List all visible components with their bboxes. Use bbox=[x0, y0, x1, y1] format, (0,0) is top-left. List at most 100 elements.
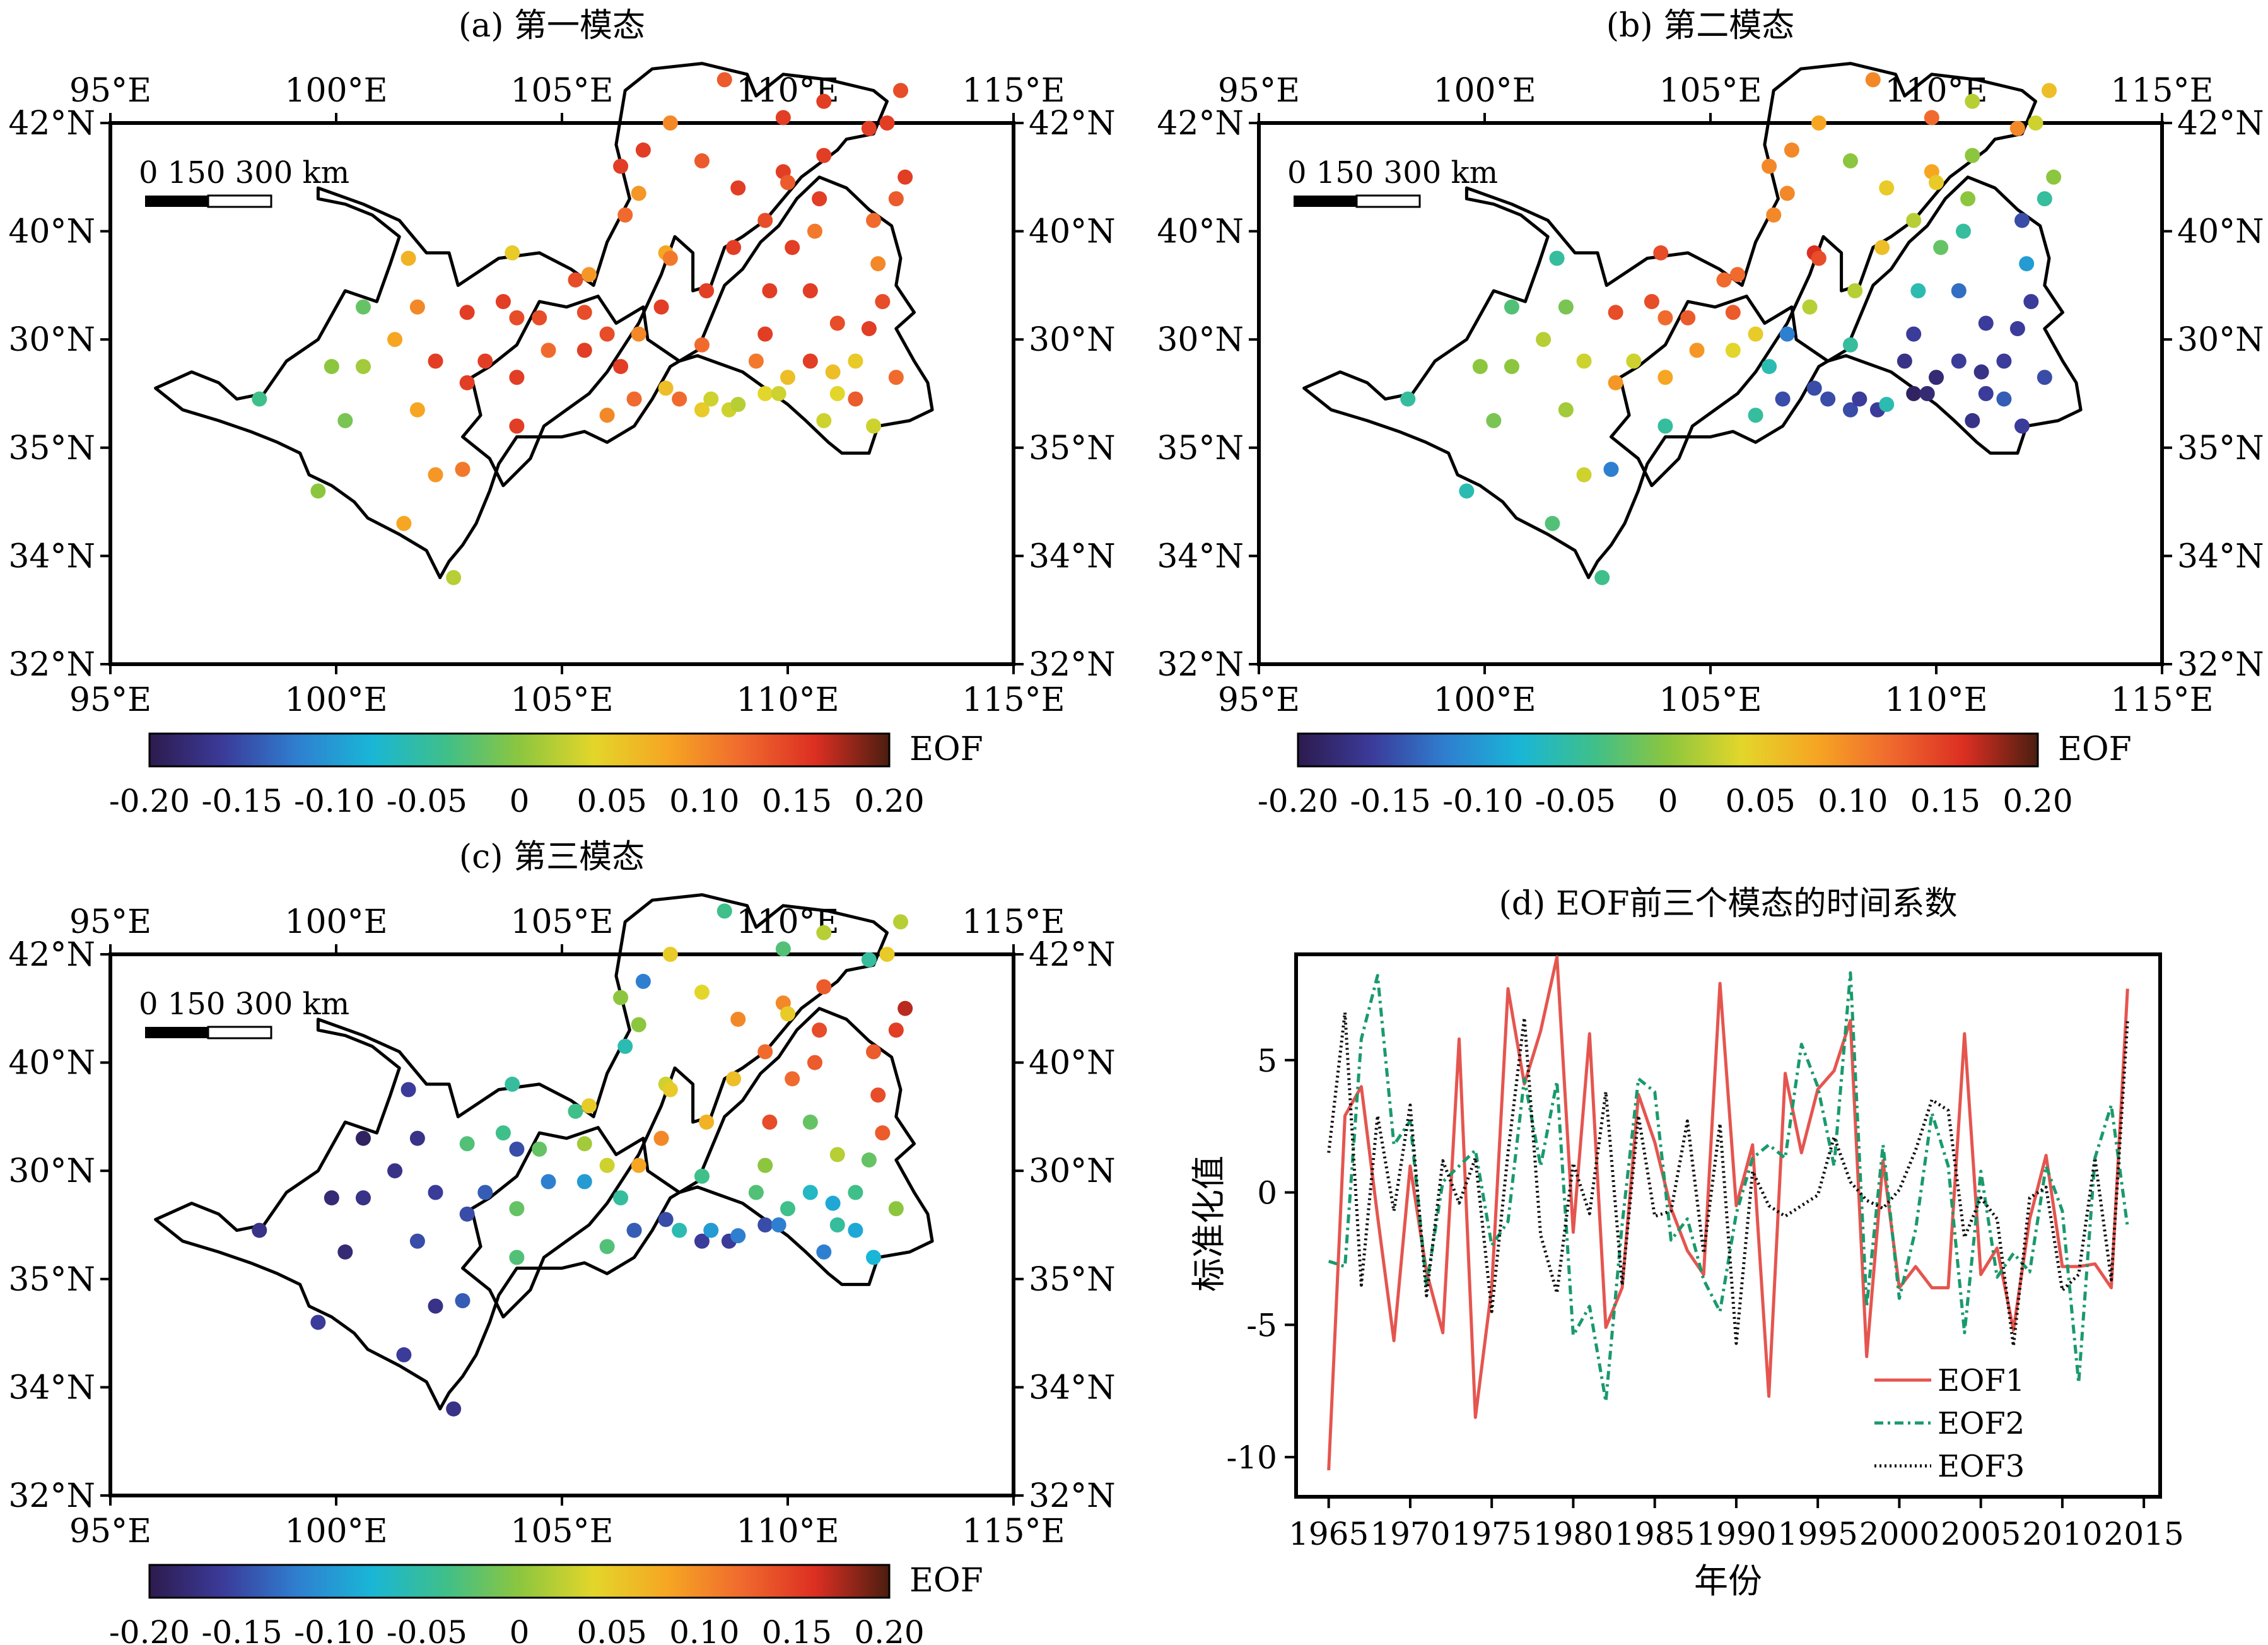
colorbar-tick-label: 0.20 bbox=[2002, 783, 2072, 819]
station-marker bbox=[1879, 180, 1895, 196]
station-marker bbox=[428, 1185, 443, 1200]
lat-label-left: 40°N bbox=[8, 213, 95, 251]
colorbar-label: EOF bbox=[909, 730, 983, 768]
station-marker bbox=[1725, 342, 1741, 358]
colorbar-tick-label: 0.05 bbox=[1725, 783, 1795, 819]
station-marker bbox=[1874, 240, 1890, 255]
station-marker bbox=[626, 1222, 642, 1238]
station-marker bbox=[1955, 223, 1971, 239]
station-marker bbox=[495, 1125, 511, 1141]
station-marker bbox=[1842, 402, 1858, 418]
station-marker bbox=[459, 305, 475, 320]
station-marker bbox=[888, 191, 904, 207]
station-marker bbox=[1978, 386, 1994, 401]
station-marker bbox=[1558, 402, 1574, 418]
station-marker bbox=[771, 386, 786, 401]
x-tick-label: 2005 bbox=[1941, 1516, 2021, 1552]
y-tick-label: 5 bbox=[1257, 1043, 1277, 1079]
station-marker bbox=[1657, 310, 1673, 325]
lon-label-bottom: 110°E bbox=[736, 681, 839, 719]
panel-d-timeseries: (d) EOF前三个模态的时间系数 1965 1970 1975 1980 1985 19… bbox=[1189, 885, 2184, 1601]
station-marker bbox=[653, 1130, 669, 1146]
station-marker bbox=[599, 1239, 615, 1255]
lon-label-top: 115°E bbox=[962, 903, 1065, 941]
station-marker bbox=[1775, 391, 1791, 407]
colorbar-tick-label: -0.05 bbox=[387, 783, 467, 819]
lat-label-right: 34°N bbox=[1029, 1369, 1116, 1407]
panel-b-ticks bbox=[1249, 113, 2172, 674]
chart-legend: EOF1 EOF2 EOF3 bbox=[1874, 1363, 2025, 1484]
lat-label-right: 30°N bbox=[2177, 321, 2264, 359]
station-marker bbox=[757, 213, 773, 228]
station-marker bbox=[888, 1022, 904, 1038]
station-marker bbox=[1558, 299, 1574, 315]
lon-label-bottom: 115°E bbox=[2110, 681, 2213, 719]
station-marker bbox=[355, 299, 371, 315]
colorbar-tick-label: 0.20 bbox=[854, 1614, 924, 1645]
station-marker bbox=[816, 93, 832, 109]
lat-label-left: 35°N bbox=[8, 430, 95, 467]
station-marker bbox=[459, 1136, 475, 1152]
station-marker bbox=[1716, 272, 1732, 288]
lon-label-top: 95°E bbox=[1218, 72, 1300, 110]
station-marker bbox=[1978, 315, 1994, 331]
station-marker bbox=[807, 223, 822, 239]
station-marker bbox=[477, 1185, 493, 1200]
station-marker bbox=[816, 979, 832, 995]
colorbar-tick-label: -0.20 bbox=[109, 1614, 190, 1645]
station-marker bbox=[1929, 370, 1944, 385]
lon-label-top: 100°E bbox=[1433, 72, 1536, 110]
station-marker bbox=[726, 240, 742, 255]
station-marker bbox=[875, 294, 891, 310]
lat-label-right: 30°N bbox=[1029, 321, 1116, 359]
station-marker bbox=[1919, 386, 1935, 401]
station-marker bbox=[1779, 185, 1795, 201]
station-marker bbox=[599, 1157, 615, 1173]
station-marker bbox=[459, 1206, 475, 1222]
colorbar-tick-label: 0.15 bbox=[762, 1614, 832, 1645]
colorbar-tick-label: -0.15 bbox=[202, 1614, 283, 1645]
x-tick-label: 2000 bbox=[1859, 1516, 1939, 1552]
station-marker bbox=[2046, 169, 2062, 185]
station-marker bbox=[409, 299, 425, 315]
station-marker bbox=[1906, 326, 1922, 342]
station-marker bbox=[400, 1082, 416, 1098]
station-marker bbox=[310, 1314, 326, 1330]
station-marker bbox=[848, 353, 863, 369]
station-marker bbox=[337, 1244, 353, 1260]
station-marker bbox=[1608, 305, 1623, 320]
chart-title: (d) EOF前三个模态的时间系数 bbox=[1499, 885, 1957, 923]
station-marker bbox=[879, 115, 895, 131]
lat-label-right: 40°N bbox=[1029, 213, 1116, 251]
station-marker bbox=[870, 1087, 886, 1103]
station-marker bbox=[694, 985, 710, 1000]
station-marker bbox=[785, 240, 800, 255]
station-marker bbox=[1576, 467, 1592, 483]
station-marker bbox=[2019, 256, 2035, 272]
station-marker bbox=[1811, 250, 1827, 266]
lon-label-top: 105°E bbox=[510, 903, 613, 941]
station-marker bbox=[387, 332, 403, 348]
station-marker bbox=[2042, 83, 2057, 98]
station-marker bbox=[875, 1125, 891, 1141]
station-marker bbox=[1965, 413, 1980, 428]
lat-label-left: 32°N bbox=[8, 646, 95, 684]
panel-b-colorbar: EOF -0.20 -0.15 -0.10 -0.05 0 0.05 0.10 0.15 0.2… bbox=[1258, 730, 2132, 819]
lat-label-left: 34°N bbox=[1157, 537, 1244, 575]
station-marker bbox=[694, 1168, 710, 1184]
colorbar-tick-label: -0.05 bbox=[387, 1614, 467, 1645]
chart-axes: 1965 1970 1975 1980 1985 1990 1995 2000 2005 2010… bbox=[1226, 1043, 2183, 1552]
x-tick-label: 1980 bbox=[1533, 1516, 1613, 1552]
lat-label-left: 42°N bbox=[8, 936, 95, 974]
station-marker bbox=[1626, 353, 1642, 369]
station-marker bbox=[866, 1044, 882, 1060]
station-marker bbox=[694, 1233, 710, 1249]
lat-label-right: 35°N bbox=[1029, 1261, 1116, 1299]
panel-c-scale-bar: 0 150 300 km bbox=[139, 986, 349, 1039]
lon-label-top: 105°E bbox=[1659, 72, 1762, 110]
panel-c-title: (c) 第三模态 bbox=[459, 838, 645, 876]
station-marker bbox=[730, 397, 746, 413]
station-marker bbox=[396, 1347, 412, 1362]
station-marker bbox=[716, 72, 732, 88]
station-marker bbox=[409, 402, 425, 418]
